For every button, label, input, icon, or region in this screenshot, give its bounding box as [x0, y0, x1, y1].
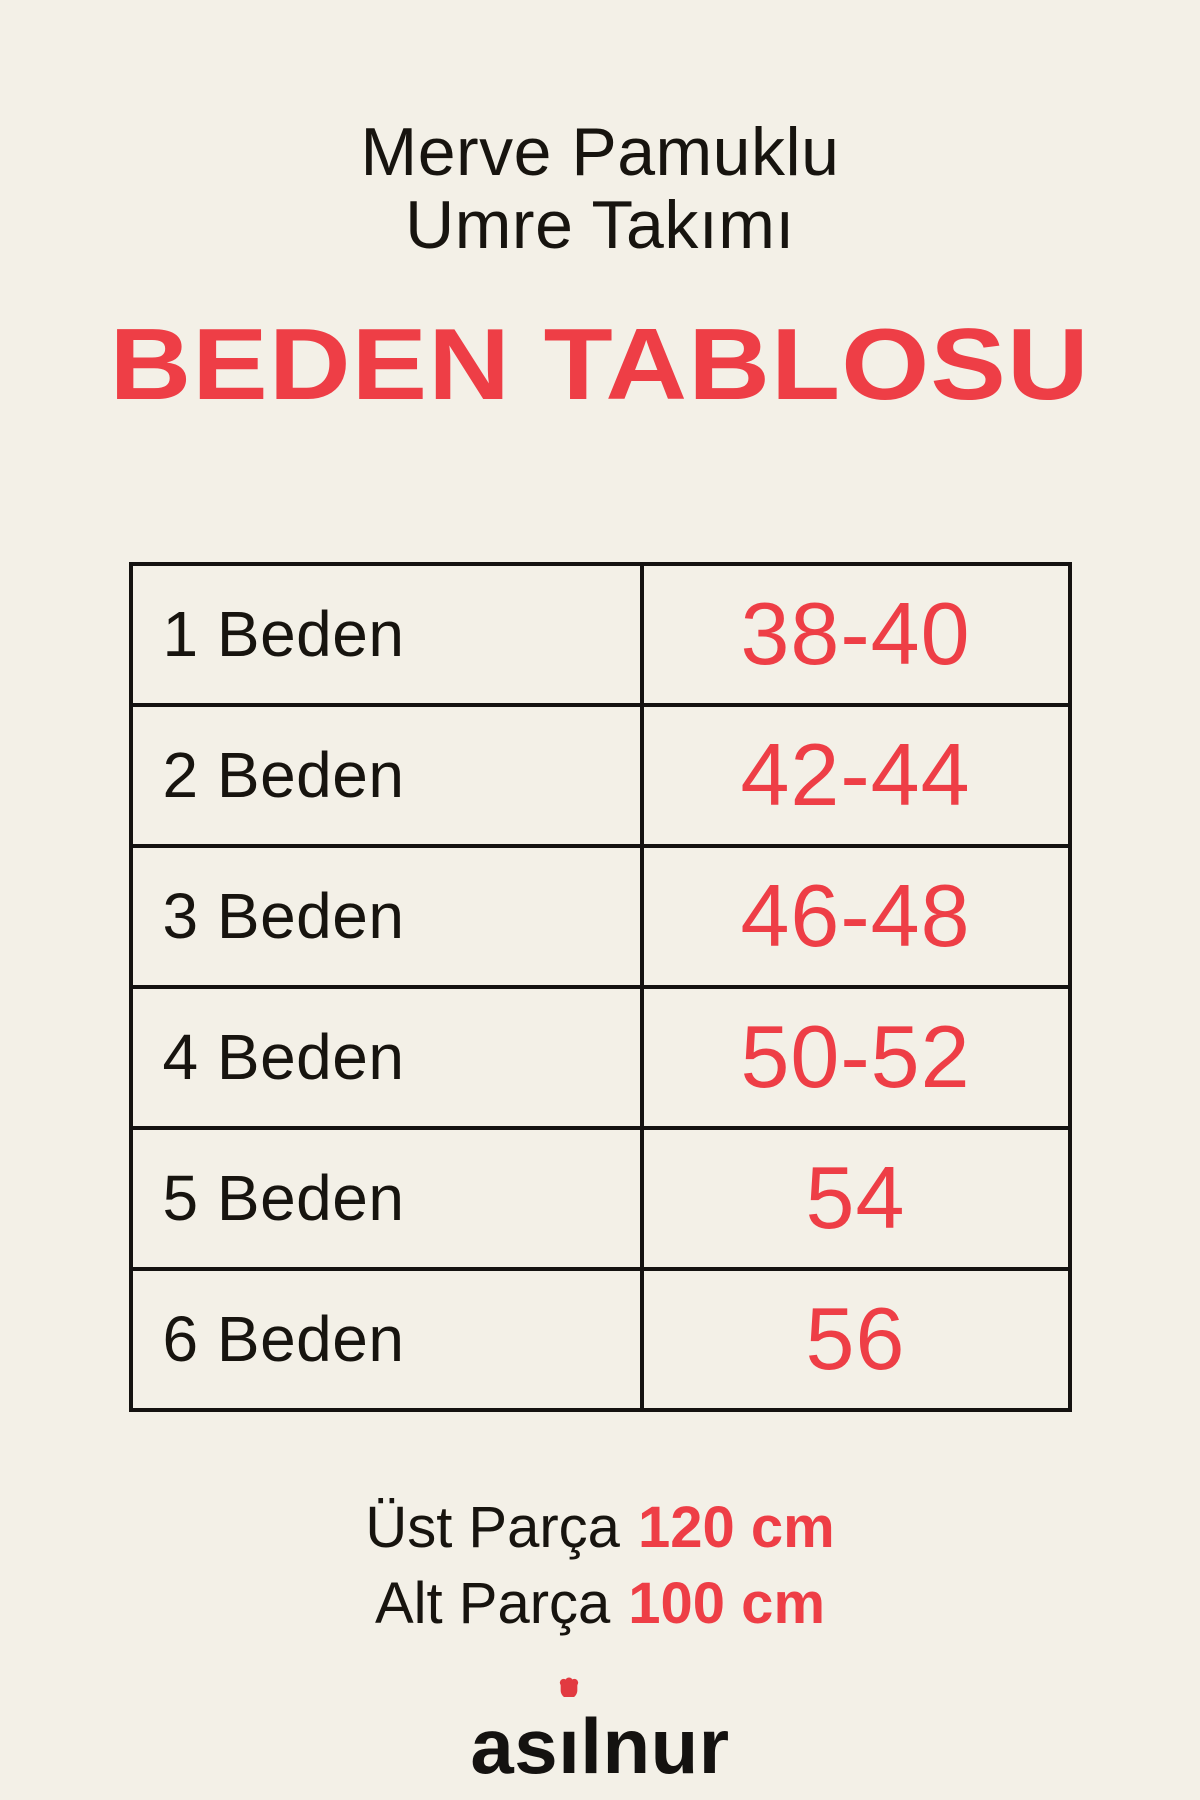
size-value: 46-48 — [639, 843, 1072, 989]
measure-label: Üst Parça — [365, 1494, 620, 1560]
table-row: 2 Beden 42-44 — [128, 702, 1072, 848]
size-label: 4 Beden — [128, 984, 644, 1130]
product-title-line1: Merve Pamuklu — [360, 114, 840, 190]
piece-measurements: Üst Parça 120 cm Alt Parça 100 cm — [0, 1490, 1200, 1643]
brand-letter-i: ı — [558, 1677, 581, 1792]
table-row: 5 Beden 54 — [128, 1125, 1072, 1271]
measure-line-top: Üst Parça 120 cm — [0, 1490, 1200, 1567]
size-label: 1 Beden — [128, 561, 644, 707]
product-title-line2: Umre Takımı — [405, 187, 795, 264]
size-label: 3 Beden — [128, 843, 644, 989]
size-value: 54 — [639, 1125, 1072, 1271]
size-label: 6 Beden — [128, 1266, 644, 1412]
measure-line-bottom: Alt Parça 100 cm — [0, 1566, 1200, 1643]
header: Merve Pamuklu Umre Takımı BEDEN TABLOSU — [0, 0, 1200, 416]
size-label: 5 Beden — [128, 1125, 644, 1271]
measure-label: Alt Parça — [374, 1571, 611, 1637]
size-table: 1 Beden 38-40 2 Beden 42-44 3 Beden 46-4… — [128, 561, 1072, 1412]
tulip-icon — [560, 1677, 579, 1697]
measure-value: 100 cm — [628, 1571, 826, 1637]
size-label: 2 Beden — [128, 702, 644, 848]
table-row: 1 Beden 38-40 — [128, 561, 1072, 707]
table-row: 4 Beden 50-52 — [128, 984, 1072, 1130]
brand-text-suffix: lnur — [580, 1701, 730, 1790]
measure-value: 120 cm — [637, 1494, 835, 1560]
size-value: 50-52 — [639, 984, 1072, 1130]
table-row: 3 Beden 46-48 — [128, 843, 1072, 989]
table-row: 6 Beden 56 — [128, 1266, 1072, 1412]
main-heading-wrap: BEDEN TABLOSU — [0, 263, 1200, 416]
brand-text-i: ı — [558, 1701, 581, 1790]
brand-text-prefix: as — [470, 1701, 559, 1790]
product-title: Merve Pamuklu Umre Takımı — [0, 114, 1200, 264]
size-table-heading: BEDEN TABLOSU — [109, 308, 1091, 421]
brand-logo: as ılnur — [0, 1677, 1200, 1792]
size-value: 38-40 — [639, 561, 1072, 707]
size-value: 56 — [639, 1266, 1072, 1412]
size-value: 42-44 — [639, 702, 1072, 848]
